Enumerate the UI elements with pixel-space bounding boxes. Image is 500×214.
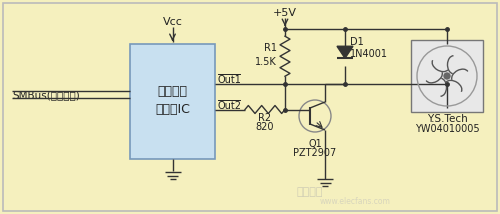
Text: R2: R2 bbox=[258, 113, 272, 122]
Text: PZT2907: PZT2907 bbox=[294, 148, 337, 158]
Text: Vcc: Vcc bbox=[162, 17, 182, 27]
Text: +5V: +5V bbox=[273, 8, 297, 18]
Text: SMBus(至控制器): SMBus(至控制器) bbox=[12, 91, 80, 101]
Text: 电子发烧: 电子发烧 bbox=[297, 187, 323, 197]
Text: 数字温度: 数字温度 bbox=[158, 85, 188, 98]
Text: Out2: Out2 bbox=[218, 101, 242, 110]
Text: 820: 820 bbox=[256, 122, 274, 131]
Bar bbox=[411, 40, 483, 112]
Text: 1N4001: 1N4001 bbox=[350, 49, 388, 59]
Text: 1.5K: 1.5K bbox=[256, 57, 277, 67]
Text: 传感器IC: 传感器IC bbox=[155, 103, 190, 116]
Bar bbox=[130, 44, 215, 159]
Text: D1: D1 bbox=[350, 37, 364, 47]
Text: www.elecfans.com: www.elecfans.com bbox=[320, 196, 390, 205]
Text: Y.S.Tech: Y.S.Tech bbox=[426, 114, 468, 124]
Text: R1: R1 bbox=[264, 43, 277, 53]
Text: YW04010005: YW04010005 bbox=[414, 124, 480, 134]
Text: Q1: Q1 bbox=[308, 139, 322, 149]
Polygon shape bbox=[337, 46, 353, 58]
Circle shape bbox=[444, 73, 450, 79]
Text: Out1: Out1 bbox=[218, 74, 242, 85]
